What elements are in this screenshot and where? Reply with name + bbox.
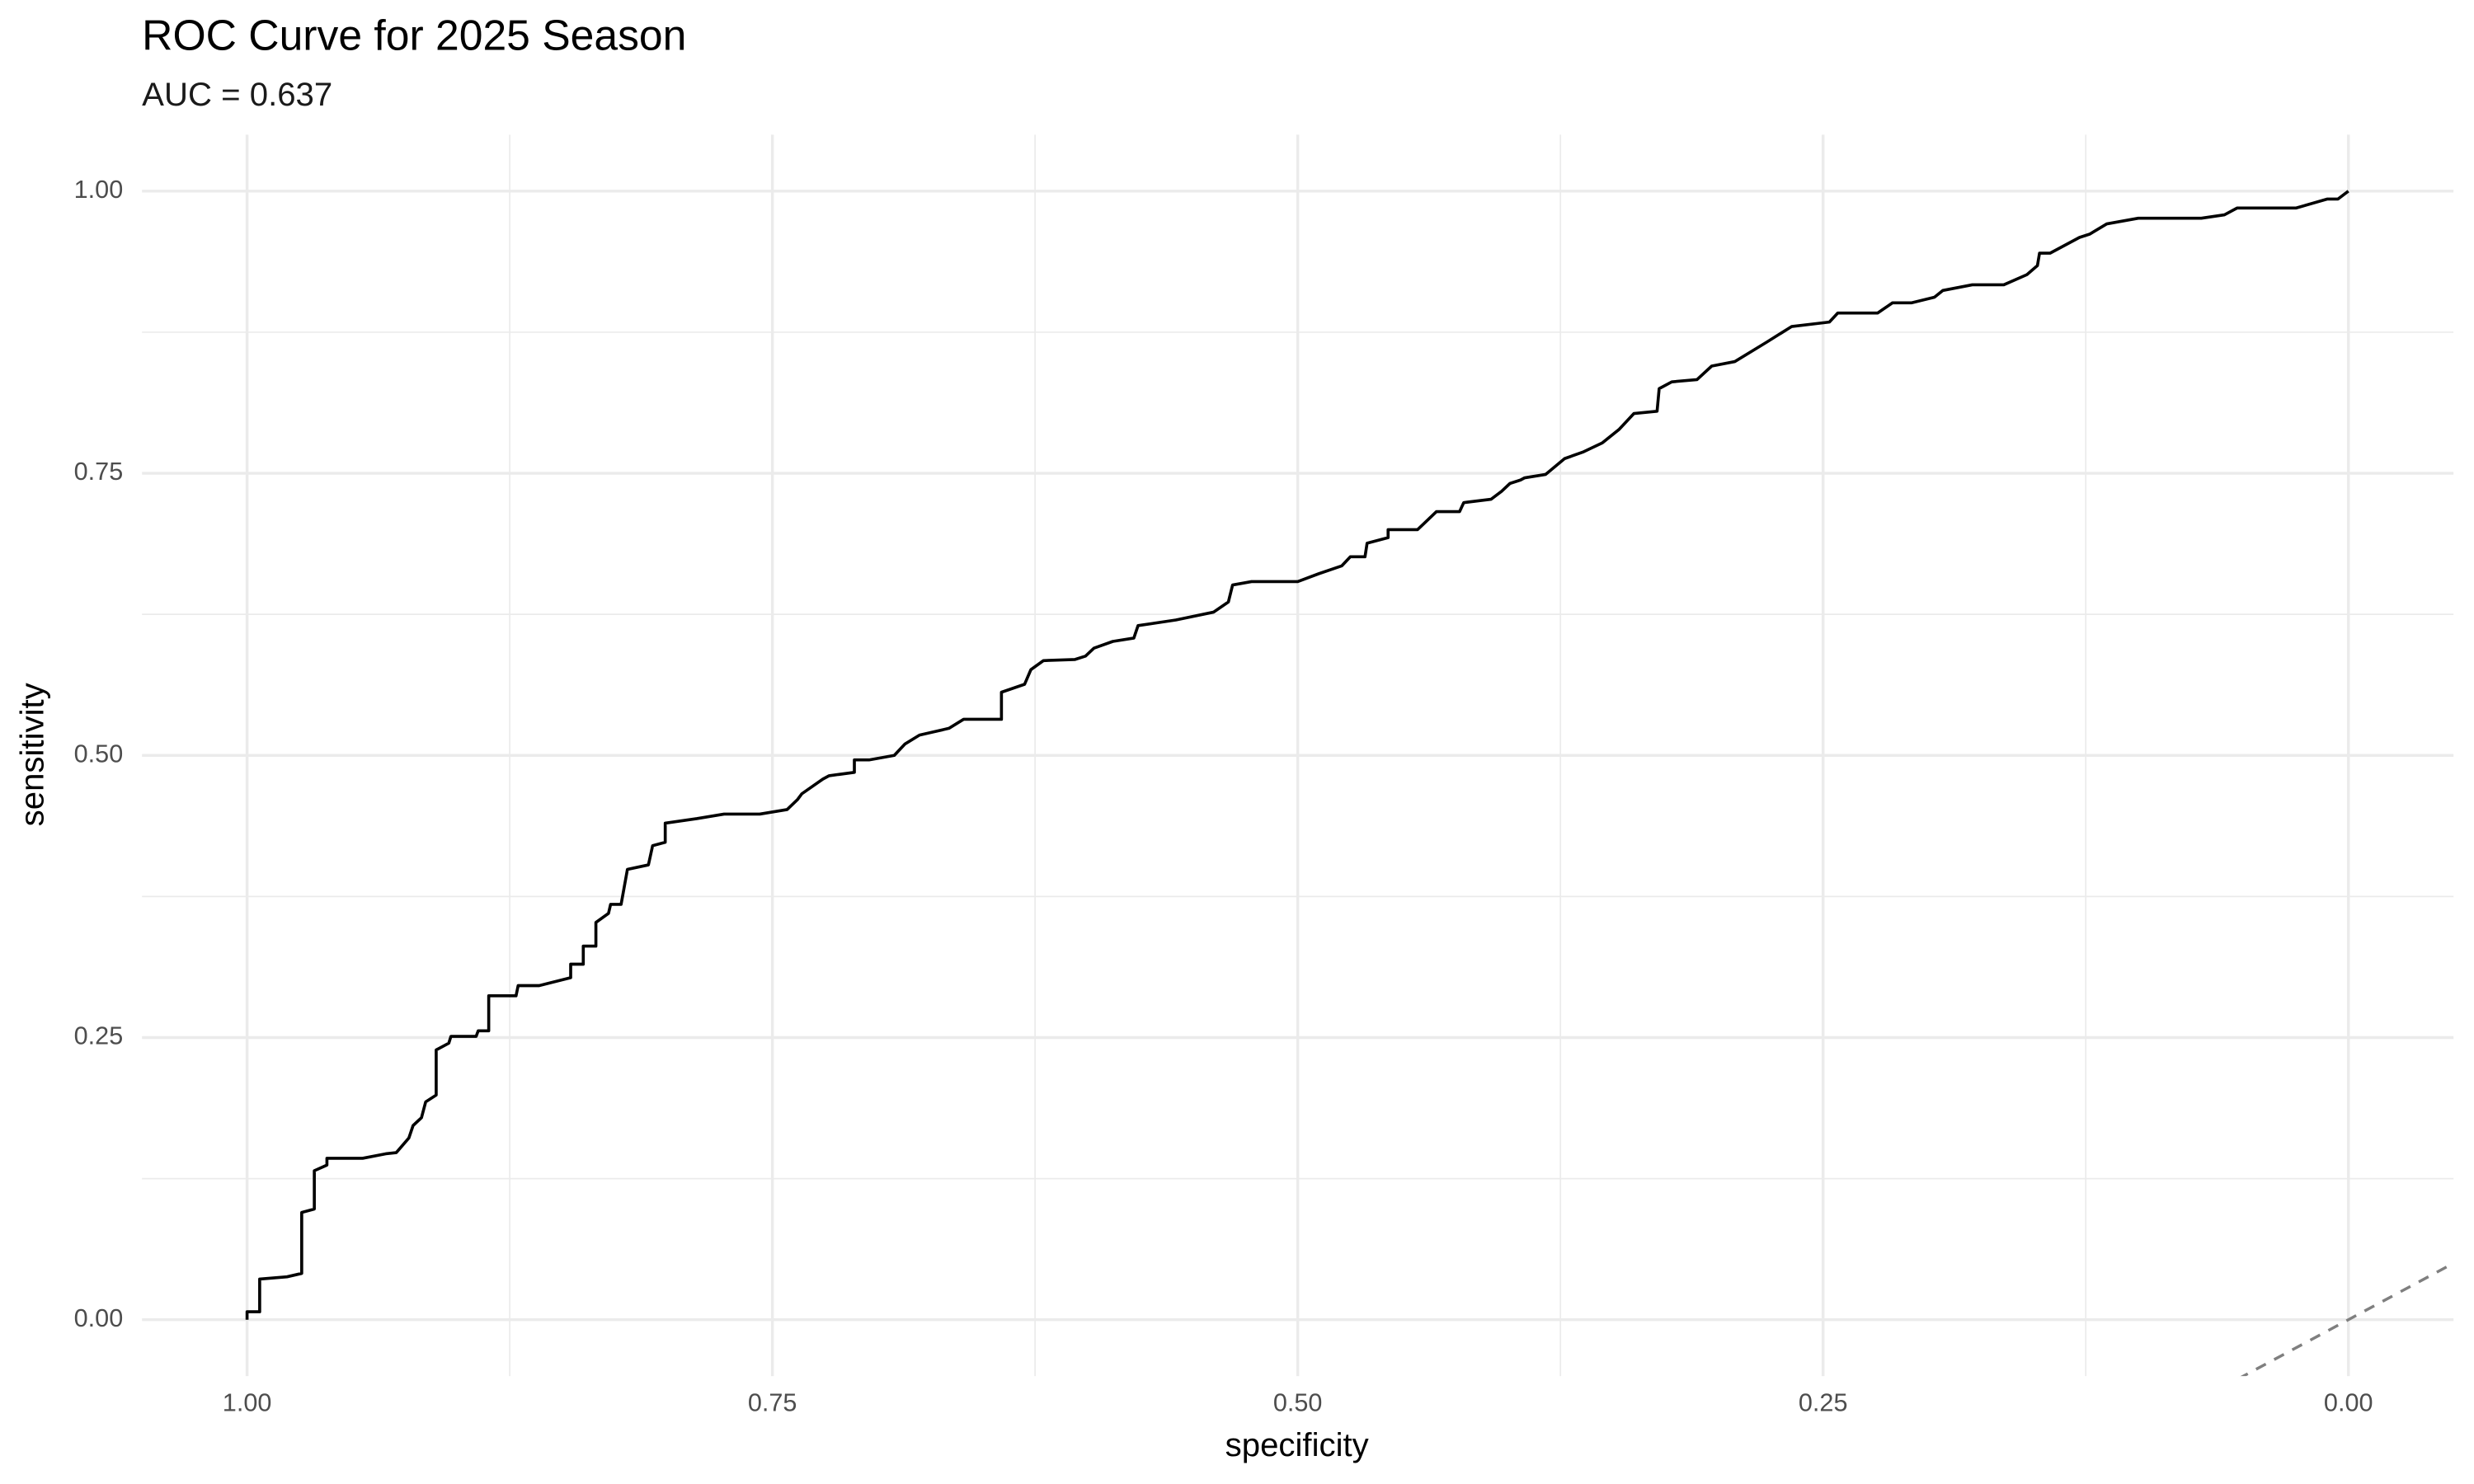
x-tick-label: 0.00 (2324, 1389, 2373, 1417)
y-tick-label: 1.00 (74, 176, 124, 204)
x-tick-label: 1.00 (223, 1389, 272, 1417)
y-tick-label: 0.00 (74, 1304, 124, 1332)
y-tick-label: 0.50 (74, 740, 124, 768)
x-tick-label: 0.75 (748, 1389, 797, 1417)
x-tick-label: 0.25 (1799, 1389, 1848, 1417)
y-tick-label: 0.75 (74, 458, 124, 486)
x-axis-title: specificity (1225, 1426, 1369, 1463)
y-axis-title: sensitivity (14, 683, 51, 826)
chart-subtitle: AUC = 0.637 (142, 76, 332, 113)
y-tick-label: 0.25 (74, 1022, 124, 1050)
grid (142, 134, 2454, 1377)
chart-title: ROC Curve for 2025 Season (142, 11, 686, 59)
labels: 1.00 0.75 0.50 0.25 0.00 0.00 0.25 0.50 0.75 1.00 (74, 176, 2373, 1417)
roc-curve (245, 190, 2349, 1320)
plot-area (245, 190, 2454, 1377)
x-tick-label: 0.50 (1273, 1389, 1323, 1417)
